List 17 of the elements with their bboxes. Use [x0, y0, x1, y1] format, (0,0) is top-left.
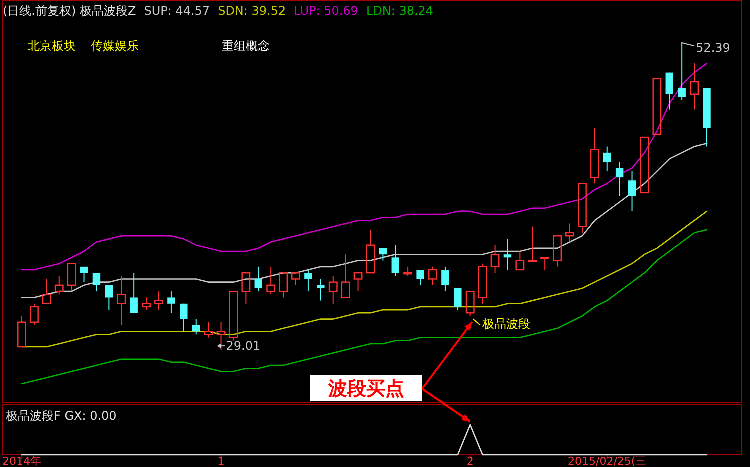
chart-title: (日线.前复权) 极品波段Z [3, 4, 136, 18]
annotation: 极品波段 [481, 317, 530, 332]
callout: 波段买点 [310, 322, 474, 423]
text: SUP: 44.57 [144, 4, 210, 18]
x-tick-label: 2014年 [2, 455, 42, 467]
text: LDN: 38.24 [366, 4, 434, 18]
x-tick-label: 2 [466, 455, 474, 467]
chart-title: 极品波段F GX: 0.00 [5, 409, 117, 423]
text: LUP: 50.69 [294, 4, 358, 18]
x-tick-label: 2015/02/25(三 [568, 455, 647, 467]
x-tick-label: 1 [218, 455, 225, 467]
annotation: 重组概念 [222, 39, 270, 53]
text: SDN: 39.52 [218, 4, 286, 18]
annotation: 52.39 [696, 41, 730, 55]
annotation: 北京板块 [28, 39, 76, 53]
annotation: 传媒娱乐 [91, 39, 139, 53]
annotation: 29.01 [226, 339, 261, 354]
